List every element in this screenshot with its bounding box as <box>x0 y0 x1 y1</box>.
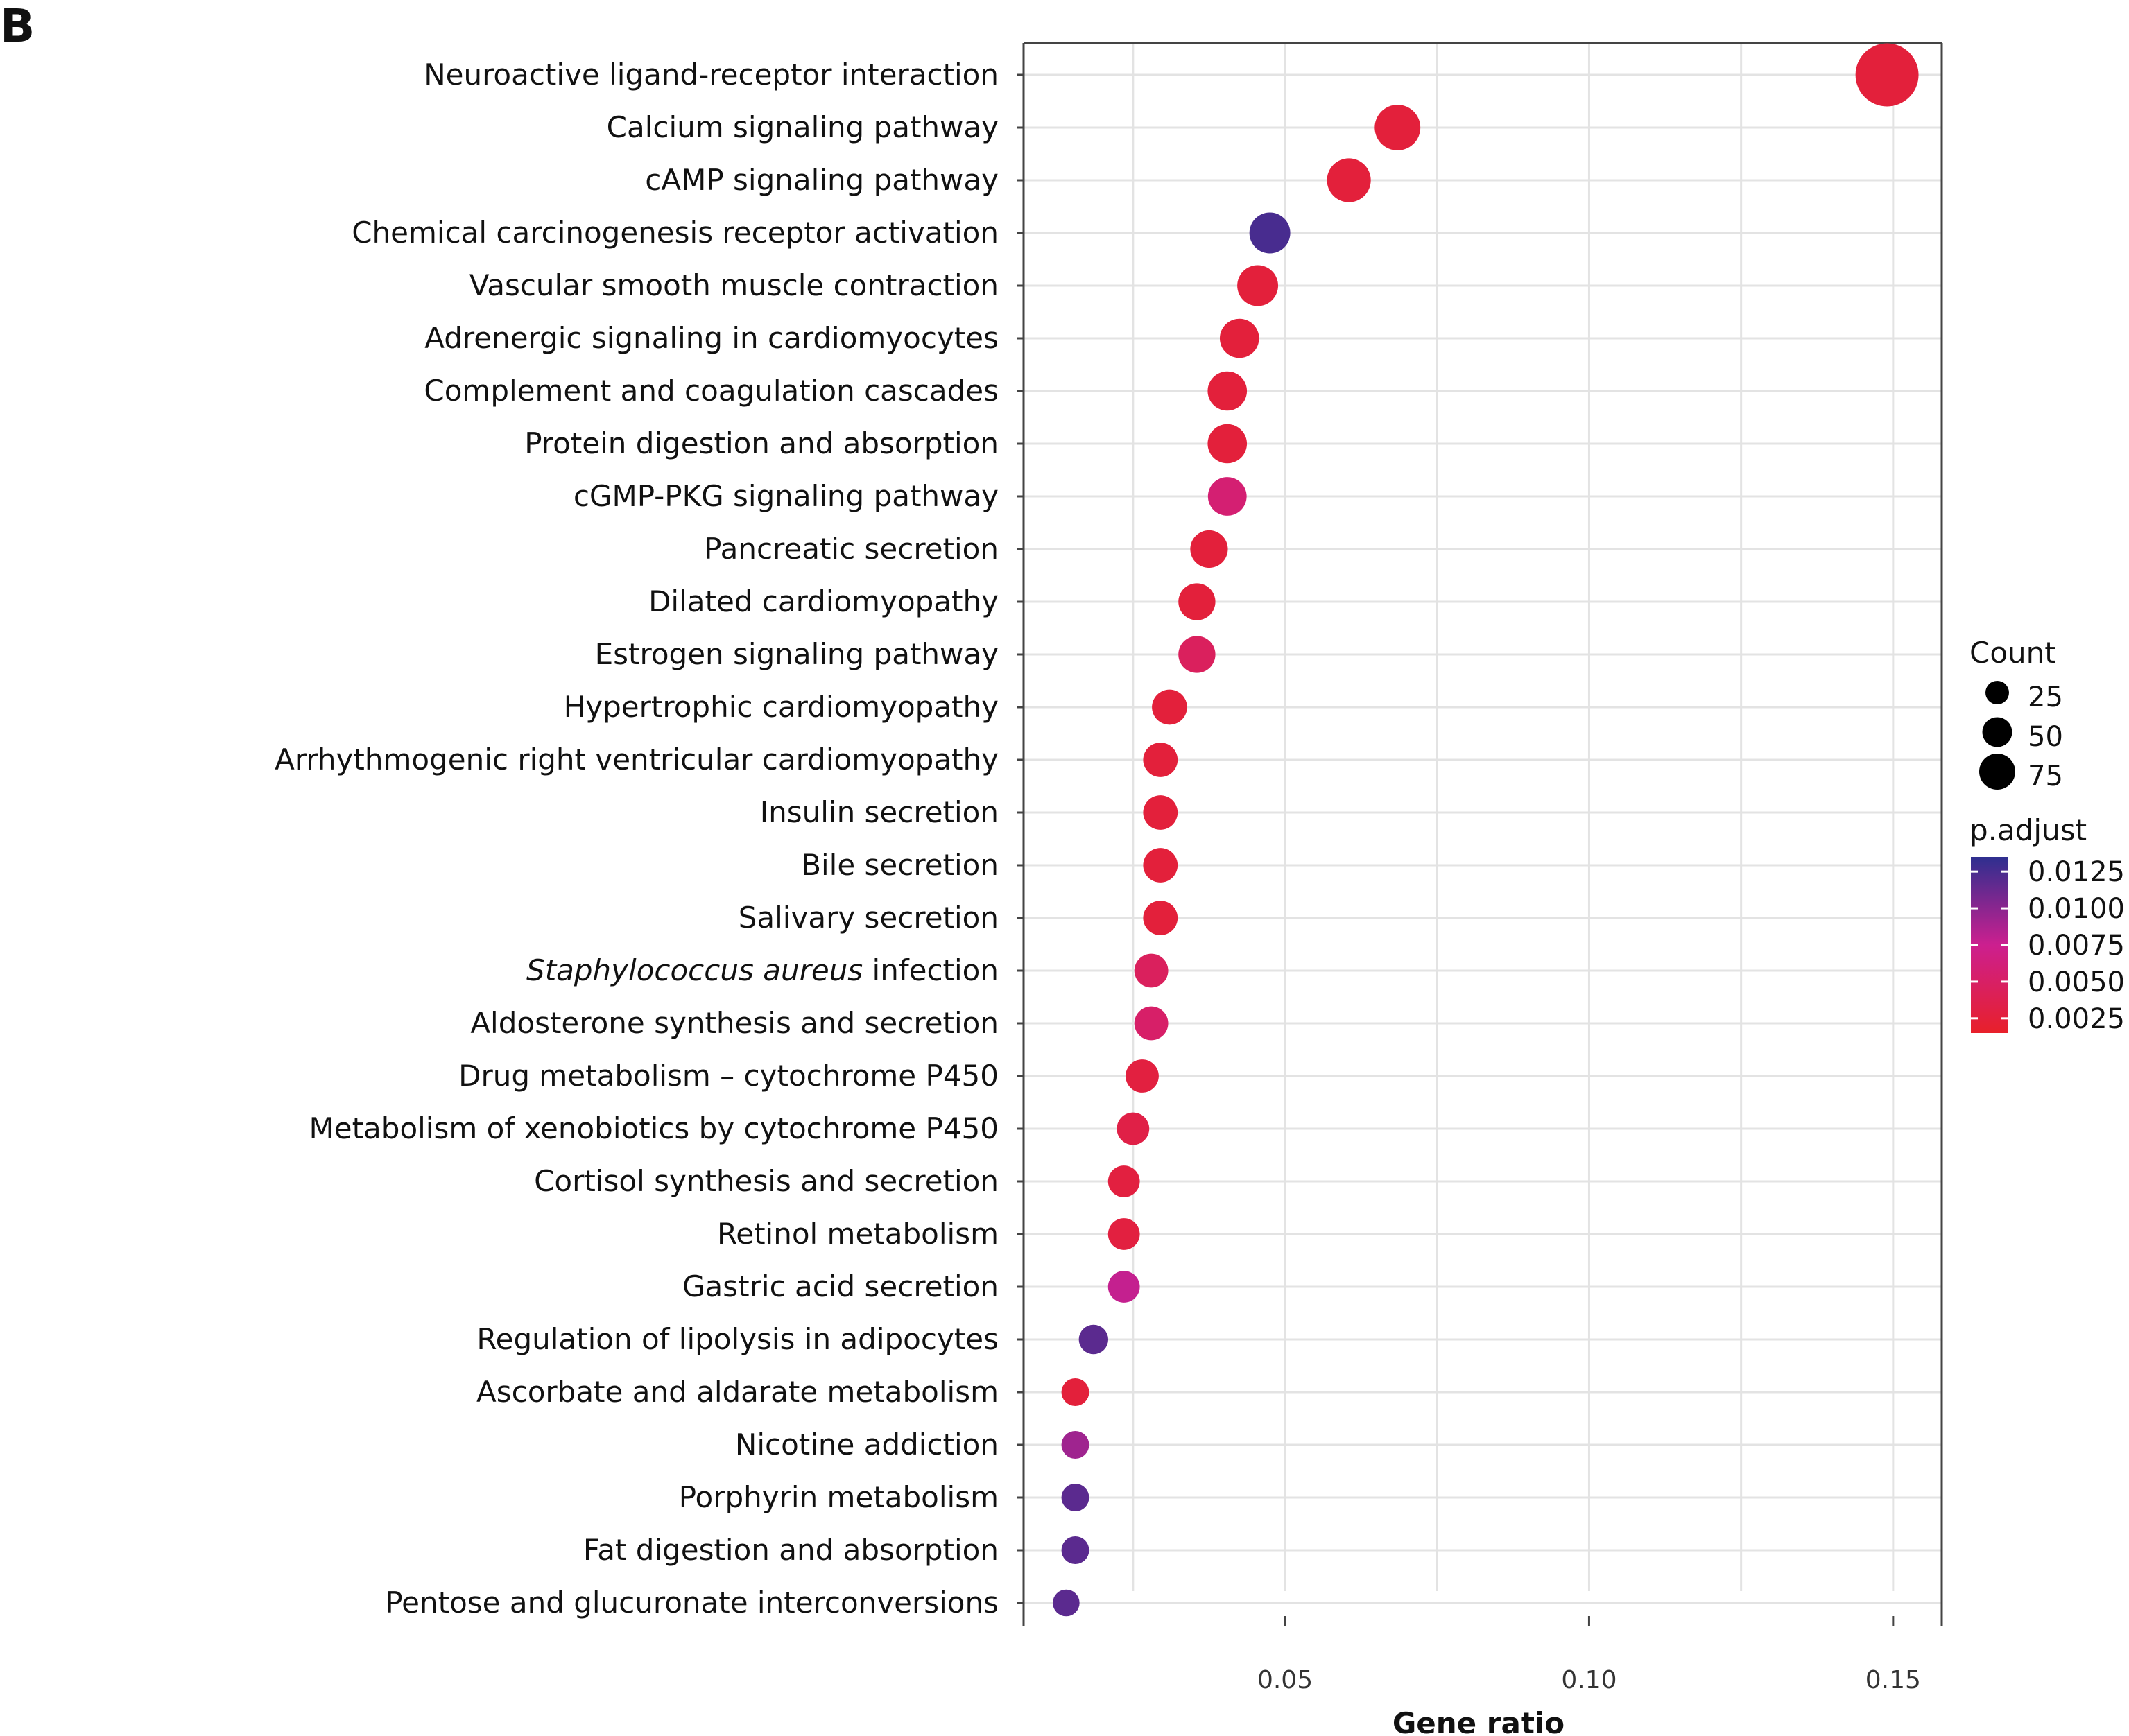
data-point <box>1178 636 1216 673</box>
data-point <box>1134 1006 1169 1041</box>
category-label: Drug metabolism – cytochrome P450 <box>458 1059 999 1093</box>
category-label: cAMP signaling pathway <box>645 163 999 197</box>
category-label: Calcium signaling pathway <box>607 110 999 144</box>
axes: 0.05 0.10 0.15 <box>1017 42 1943 1694</box>
category-label: Hypertrophic cardiomyopathy <box>564 690 999 724</box>
data-point <box>1327 158 1371 202</box>
legend-count-title: Count <box>1969 636 2056 670</box>
legend-count-label: 75 <box>2028 761 2063 792</box>
x-tick-label: 0.15 <box>1865 1666 1921 1694</box>
category-label: Adrenergic signaling in cardiomyocytes <box>424 321 999 355</box>
category-label: Neuroactive ligand-receptor interaction <box>424 58 999 92</box>
category-label: Arrhythmogenic right ventricular cardiom… <box>275 743 999 776</box>
data-point <box>1143 795 1178 830</box>
category-label: Pentose and glucuronate interconversions <box>385 1586 999 1620</box>
data-point <box>1207 424 1248 464</box>
legend-count-dot <box>1979 754 2015 790</box>
data-point <box>1143 848 1178 883</box>
category-label: Fat digestion and absorption <box>583 1533 999 1567</box>
legend-p-adjust: p.adjust 0.0125 0.0100 0.0075 0.0050 0.0025 <box>1969 813 2125 1035</box>
legend-p-adjust-label: 0.0025 <box>2028 1003 2125 1035</box>
data-point <box>1207 477 1247 516</box>
category-label: Cortisol synthesis and secretion <box>534 1164 999 1198</box>
legend-count-label: 50 <box>2028 721 2063 753</box>
data-point <box>1143 743 1178 777</box>
category-labels: Neuroactive ligand-receptor interaction C… <box>275 58 999 1620</box>
data-point <box>1061 1378 1089 1406</box>
data-point <box>1061 1431 1089 1459</box>
legend-p-adjust-label: 0.0050 <box>2028 966 2125 998</box>
category-label: Metabolism of xenobiotics by cytochrome … <box>309 1111 999 1145</box>
data-point <box>1207 371 1248 411</box>
legend-p-adjust-label: 0.0125 <box>2028 856 2125 888</box>
data-point <box>1374 105 1421 150</box>
data-point <box>1117 1112 1150 1145</box>
category-label: Gastric acid secretion <box>682 1269 999 1303</box>
category-label: Complement and coagulation cascades <box>424 374 999 408</box>
data-point <box>1190 530 1228 568</box>
data-point <box>1143 901 1178 935</box>
category-label: Dilated cardiomyopathy <box>648 584 999 618</box>
data-point <box>1219 318 1259 358</box>
category-label: Ascorbate and aldarate metabolism <box>476 1375 999 1409</box>
x-tick-label: 0.05 <box>1257 1666 1313 1694</box>
legend-p-adjust-title: p.adjust <box>1969 813 2087 847</box>
data-point <box>1053 1589 1080 1617</box>
category-label: Protein digestion and absorption <box>524 426 999 460</box>
category-label: Vascular smooth muscle contraction <box>469 268 999 302</box>
category-label: Bile secretion <box>801 848 999 882</box>
data-point <box>1078 1324 1109 1355</box>
data-point <box>1152 689 1187 725</box>
legend-count-dot <box>1982 717 2012 747</box>
category-label: Estrogen signaling pathway <box>595 637 999 671</box>
legend-p-adjust-label: 0.0075 <box>2028 930 2125 962</box>
legend-p-adjust-label: 0.0100 <box>2028 893 2125 925</box>
data-point <box>1107 1271 1140 1303</box>
category-label: Retinol metabolism <box>717 1217 999 1251</box>
category-label: Regulation of lipolysis in adipocytes <box>476 1322 999 1356</box>
data-point <box>1107 1218 1140 1250</box>
category-label: Chemical carcinogenesis receptor activat… <box>352 216 999 250</box>
data-point <box>1249 212 1291 254</box>
x-tick-label: 0.10 <box>1561 1666 1617 1694</box>
data-point <box>1061 1484 1089 1511</box>
category-label: Salivary secretion <box>739 901 999 935</box>
data-point <box>1237 265 1279 306</box>
category-label: cGMP-PKG signaling pathway <box>574 479 999 513</box>
legend-count-label: 25 <box>2028 682 2063 713</box>
data-point <box>1178 583 1216 620</box>
data-point <box>1126 1059 1159 1093</box>
legend-count: Count 25 50 75 <box>1969 636 2063 792</box>
data-points <box>1053 43 1919 1617</box>
legend-count-dot <box>1985 681 2009 704</box>
grid <box>1024 43 1942 1604</box>
data-point <box>1107 1165 1140 1197</box>
data-point <box>1855 43 1919 107</box>
category-label: Aldosterone synthesis and secretion <box>470 1006 999 1040</box>
category-label: Porphyrin metabolism <box>679 1480 999 1514</box>
category-label: Insulin secretion <box>760 795 999 829</box>
data-point <box>1134 953 1169 988</box>
category-label: Staphylococcus aureus infection <box>526 953 999 987</box>
panel-letter: B <box>0 0 35 53</box>
category-label: Pancreatic secretion <box>704 532 999 566</box>
x-axis-title: Gene ratio <box>1393 1706 1565 1736</box>
data-point <box>1061 1536 1089 1564</box>
category-label: Nicotine addiction <box>735 1427 999 1461</box>
